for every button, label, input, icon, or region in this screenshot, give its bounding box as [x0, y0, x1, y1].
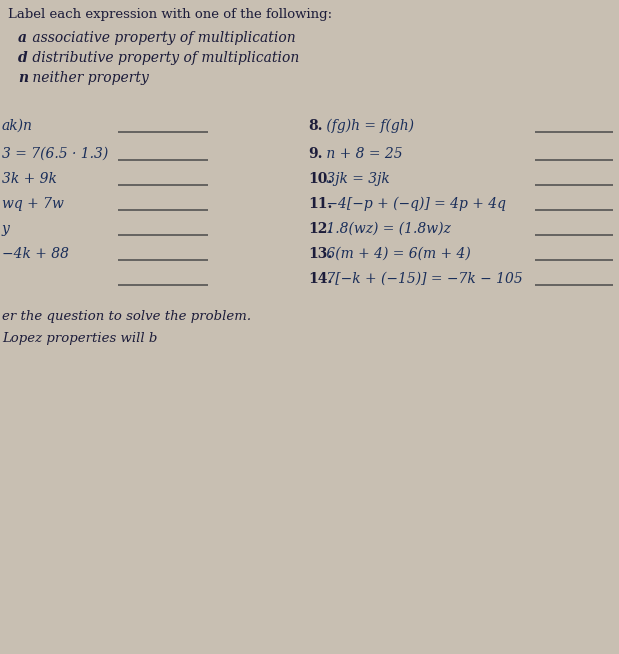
Text: 14.: 14. — [308, 272, 332, 286]
Text: 9.: 9. — [308, 147, 322, 161]
Text: Lopez properties will b: Lopez properties will b — [2, 332, 157, 345]
Text: 3 = 7(6.5 · 1.3): 3 = 7(6.5 · 1.3) — [2, 147, 108, 161]
Text: n: n — [18, 71, 28, 85]
Text: 13.: 13. — [308, 247, 332, 261]
Text: 7[−k + (−15)] = −7k − 105: 7[−k + (−15)] = −7k − 105 — [322, 272, 523, 286]
Text: −4[−p + (−q)] = 4p + 4q: −4[−p + (−q)] = 4p + 4q — [322, 197, 506, 211]
Text: d: d — [18, 51, 28, 65]
Text: associative property of multiplication: associative property of multiplication — [28, 31, 296, 45]
Text: 11.: 11. — [308, 197, 332, 211]
Text: 10.: 10. — [308, 172, 332, 186]
Text: 8.: 8. — [308, 119, 322, 133]
Text: distributive property of multiplication: distributive property of multiplication — [28, 51, 299, 65]
Text: wq + 7w: wq + 7w — [2, 197, 64, 211]
Text: 3jk = 3jk: 3jk = 3jk — [322, 172, 390, 186]
Text: Label each expression with one of the following:: Label each expression with one of the fo… — [8, 8, 332, 21]
Text: neither property: neither property — [28, 71, 149, 85]
Text: y: y — [2, 222, 10, 236]
Text: n + 8 = 25: n + 8 = 25 — [322, 147, 402, 161]
Text: er the question to solve the problem.: er the question to solve the problem. — [2, 310, 251, 323]
Text: 6(m + 4) = 6(m + 4): 6(m + 4) = 6(m + 4) — [322, 247, 471, 261]
Text: a: a — [18, 31, 27, 45]
Text: 3k + 9k: 3k + 9k — [2, 172, 57, 186]
Text: 12.: 12. — [308, 222, 332, 236]
Text: ak)n: ak)n — [2, 119, 33, 133]
Text: 1.8(wz) = (1.8w)z: 1.8(wz) = (1.8w)z — [322, 222, 451, 236]
Text: (fg)h = f(gh): (fg)h = f(gh) — [322, 118, 414, 133]
Text: −4k + 88: −4k + 88 — [2, 247, 69, 261]
